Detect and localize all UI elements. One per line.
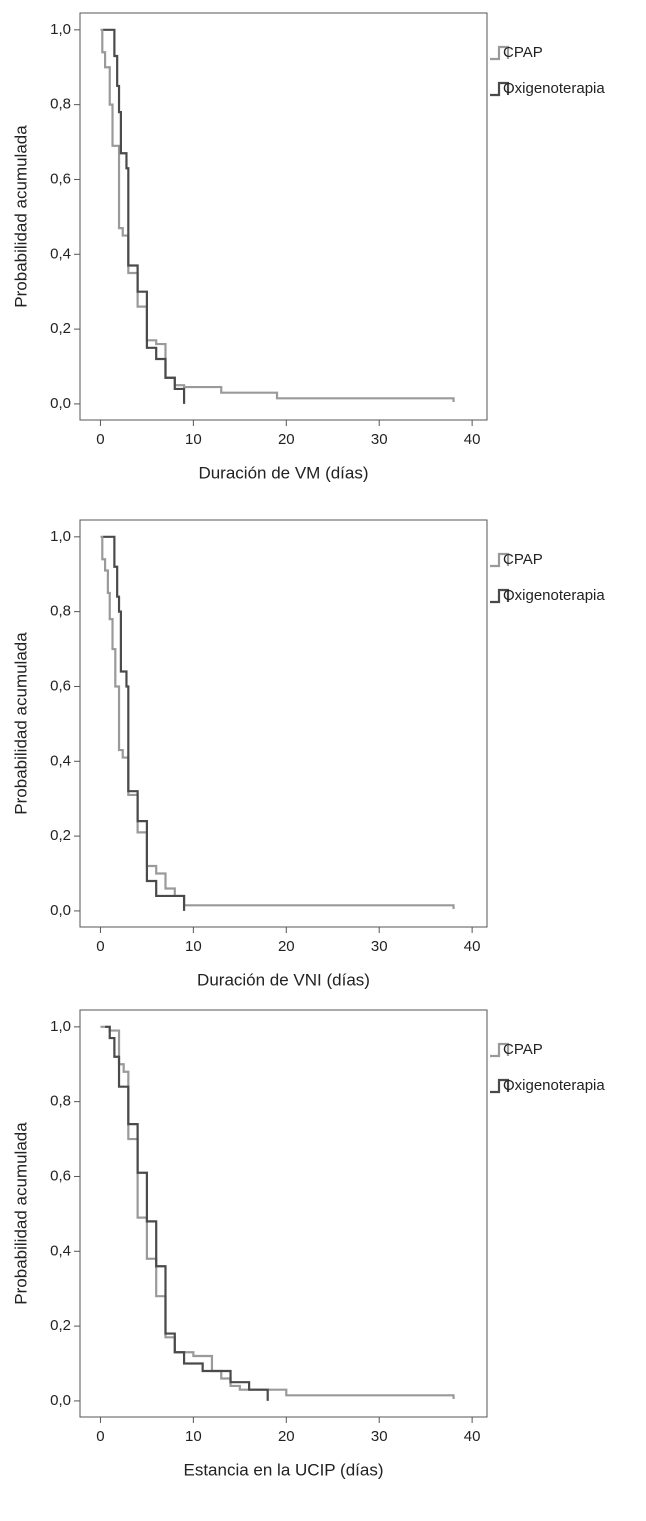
legend-swatch [490, 81, 510, 97]
survival-curve [103, 535, 186, 911]
survival-curve [103, 28, 186, 404]
legend-label: CPAP [503, 1041, 543, 1058]
legend-label: Oxigenoterapia [503, 1077, 605, 1094]
x-tick-label: 40 [464, 938, 481, 955]
survival-curve [100, 1025, 455, 1400]
y-axis-title: Probabilidad acumulada [11, 632, 30, 815]
plot-frame [79, 519, 488, 928]
survival-curve [100, 535, 455, 910]
y-tick-label: 0,2 [50, 320, 71, 337]
y-tick-label: 1,0 [50, 21, 71, 38]
x-tick-label: 0 [96, 431, 104, 448]
y-tick-label: 0,0 [50, 395, 71, 412]
y-tick-label: 0,4 [50, 1242, 71, 1259]
x-tick-label: 20 [278, 1428, 295, 1445]
x-tick-label: 40 [464, 431, 481, 448]
x-axis-title: Duración de VM (días) [198, 463, 368, 482]
legend-label: CPAP [503, 44, 543, 61]
plot-frame [79, 12, 488, 421]
legend-label: Oxigenoterapia [503, 80, 605, 97]
x-tick-label: 0 [96, 938, 104, 955]
y-tick-label: 0,8 [50, 603, 71, 620]
x-axis-title: Estancia en la UCIP (días) [184, 1460, 384, 1479]
y-tick-label: 0,8 [50, 96, 71, 113]
y-tick-label: 0,2 [50, 1317, 71, 1334]
legend-swatch [490, 1078, 510, 1094]
y-tick-label: 0,0 [50, 902, 71, 919]
y-tick-label: 0,0 [50, 1392, 71, 1409]
legend-swatch [490, 1042, 510, 1058]
y-tick-label: 0,6 [50, 1167, 71, 1184]
y-axis-title: Probabilidad acumulada [11, 1122, 30, 1305]
survival-curve [100, 28, 455, 403]
legend-label: CPAP [503, 551, 543, 568]
x-tick-label: 40 [464, 1428, 481, 1445]
y-tick-label: 1,0 [50, 1018, 71, 1035]
x-tick-label: 10 [185, 431, 202, 448]
legend-swatch [490, 45, 510, 61]
x-tick-label: 10 [185, 938, 202, 955]
plot-frame [79, 1009, 488, 1418]
y-tick-label: 0,8 [50, 1093, 71, 1110]
x-tick-label: 0 [96, 1428, 104, 1445]
y-tick-label: 0,6 [50, 170, 71, 187]
y-axis-title: Probabilidad acumulada [11, 125, 30, 308]
legend-swatch [490, 552, 510, 568]
legend-swatch [490, 588, 510, 604]
x-tick-label: 20 [278, 431, 295, 448]
x-tick-label: 10 [185, 1428, 202, 1445]
x-axis-title: Duración de VNI (días) [197, 970, 370, 989]
legend-label: Oxigenoterapia [503, 587, 605, 604]
x-tick-label: 30 [371, 431, 388, 448]
x-tick-label: 20 [278, 938, 295, 955]
x-tick-label: 30 [371, 938, 388, 955]
y-tick-label: 0,2 [50, 827, 71, 844]
y-tick-label: 1,0 [50, 528, 71, 545]
y-tick-label: 0,6 [50, 677, 71, 694]
survival-curve [105, 1025, 269, 1401]
x-tick-label: 30 [371, 1428, 388, 1445]
y-tick-label: 0,4 [50, 245, 71, 262]
y-tick-label: 0,4 [50, 752, 71, 769]
